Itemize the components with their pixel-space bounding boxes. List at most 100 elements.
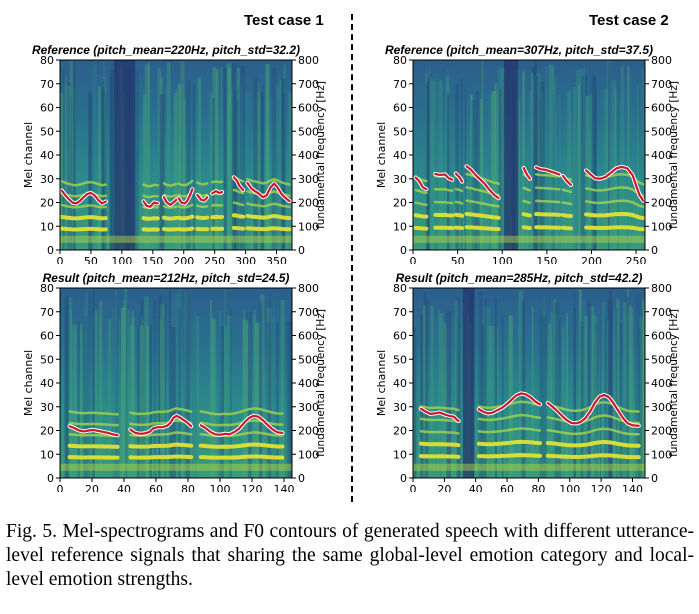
x-tick-label: 0 — [410, 483, 417, 492]
y-tick-label: 70 — [40, 306, 54, 319]
y2-tick-label: 600 — [298, 102, 319, 115]
y2-tick-label: 0 — [298, 244, 305, 257]
y-tick-label: 50 — [40, 125, 54, 138]
y-tick-label: 80 — [393, 282, 407, 295]
y-tick-label: 70 — [40, 78, 54, 91]
y2-axis-label: fundamental frequency [Hz] — [668, 81, 680, 229]
x-tick-label: 150 — [536, 255, 557, 264]
f0-contour — [211, 190, 224, 195]
y-tick-label: 80 — [40, 282, 54, 295]
y2-axis-label: fundamental frequency [Hz] — [315, 81, 327, 229]
y-tick-label: 60 — [393, 330, 407, 343]
y-tick-label: 10 — [40, 220, 54, 233]
y-tick-label: 0 — [400, 244, 407, 257]
y-tick-label: 40 — [40, 377, 54, 390]
y2-tick-label: 500 — [651, 125, 672, 138]
mel-spectrogram — [413, 288, 645, 478]
y-axis-label: Mel channel — [375, 350, 388, 416]
x-tick-label: 0 — [410, 255, 417, 264]
x-tick-label: 100 — [111, 255, 132, 264]
x-tick-label: 200 — [581, 255, 602, 264]
spectrogram-figure: Reference (pitch_mean=220Hz, pitch_std=3… — [22, 43, 327, 264]
x-tick-label: 50 — [451, 255, 465, 264]
x-tick-label: 20 — [437, 483, 451, 492]
y2-tick-label: 100 — [298, 220, 319, 233]
y2-tick-label: 700 — [298, 306, 319, 319]
panel-ref-case1: Reference (pitch_mean=220Hz, pitch_std=3… — [0, 42, 346, 264]
x-tick-label: 100 — [559, 483, 580, 492]
y-tick-label: 30 — [393, 401, 407, 414]
panel-title: Result (pitch_mean=212Hz, pitch_std=24.5… — [43, 271, 290, 285]
x-tick-label: 250 — [626, 255, 647, 264]
y-tick-label: 80 — [393, 54, 407, 67]
y2-tick-label: 700 — [651, 306, 672, 319]
y2-tick-label: 400 — [298, 149, 319, 162]
y-tick-label: 30 — [393, 173, 407, 186]
y-tick-label: 0 — [47, 244, 54, 257]
y2-tick-label: 100 — [651, 448, 672, 461]
f0-contour — [561, 174, 573, 187]
f0-contour — [454, 172, 464, 183]
y-tick-label: 10 — [393, 448, 407, 461]
y2-axis-label: fundamental frequency [Hz] — [668, 309, 680, 457]
y2-tick-label: 400 — [651, 149, 672, 162]
mel-spectrogram — [60, 60, 292, 250]
x-tick-label: 150 — [142, 255, 163, 264]
f0-contour — [196, 193, 209, 202]
f0-contour — [535, 166, 561, 176]
x-tick-label: 60 — [149, 483, 163, 492]
x-tick-label: 0 — [57, 255, 64, 264]
y2-tick-label: 600 — [298, 330, 319, 343]
y-tick-label: 40 — [40, 149, 54, 162]
y2-tick-label: 500 — [298, 125, 319, 138]
f0-contour — [546, 393, 640, 427]
y-tick-label: 70 — [393, 78, 407, 91]
y-tick-label: 50 — [393, 125, 407, 138]
f0-contour — [142, 200, 159, 208]
f0-contour — [199, 414, 284, 436]
y2-tick-label: 200 — [298, 425, 319, 438]
y2-tick-label: 300 — [651, 173, 672, 186]
y-tick-label: 20 — [40, 197, 54, 210]
spectrogram-figure: Reference (pitch_mean=307Hz, pitch_std=3… — [375, 43, 680, 264]
f0-contour — [246, 181, 291, 203]
f0-contour — [162, 196, 178, 206]
y2-tick-label: 200 — [651, 197, 672, 210]
y-tick-label: 30 — [40, 173, 54, 186]
x-tick-label: 0 — [57, 483, 64, 492]
y-tick-label: 30 — [40, 401, 54, 414]
y2-tick-label: 800 — [651, 54, 672, 67]
panel-ref-case2: Reference (pitch_mean=307Hz, pitch_std=3… — [353, 42, 699, 264]
y-axis-label: Mel channel — [375, 122, 388, 188]
y-tick-label: 80 — [40, 54, 54, 67]
x-tick-label: 100 — [210, 483, 231, 492]
y2-tick-label: 800 — [651, 282, 672, 295]
y2-tick-label: 100 — [298, 448, 319, 461]
y2-tick-label: 500 — [298, 353, 319, 366]
x-tick-label: 120 — [242, 483, 263, 492]
y-axis-label: Mel channel — [22, 122, 35, 188]
x-tick-label: 80 — [181, 483, 195, 492]
panel-result-case2: Result (pitch_mean=285Hz, pitch_std=42.2… — [353, 270, 699, 492]
f0-contour — [522, 166, 531, 180]
f0-contour — [477, 392, 542, 415]
y2-tick-label: 300 — [298, 173, 319, 186]
y-tick-label: 60 — [40, 330, 54, 343]
y2-tick-label: 300 — [298, 401, 319, 414]
y-tick-label: 50 — [40, 353, 54, 366]
y-tick-label: 20 — [40, 425, 54, 438]
x-tick-label: 200 — [173, 255, 194, 264]
y2-tick-label: 500 — [651, 353, 672, 366]
column-divider — [351, 14, 353, 502]
f0-contour — [60, 189, 107, 205]
y-tick-label: 70 — [393, 306, 407, 319]
y-tick-label: 10 — [393, 220, 407, 233]
column-title-test-case-2: Test case 2 — [589, 12, 669, 29]
y-axis-label: Mel channel — [22, 350, 35, 416]
f0-contour — [434, 172, 454, 181]
y2-tick-label: 600 — [651, 102, 672, 115]
f0-contour — [465, 165, 500, 200]
mel-spectrogram — [413, 60, 645, 250]
x-tick-label: 40 — [469, 483, 483, 492]
panel-title: Reference (pitch_mean=307Hz, pitch_std=3… — [385, 43, 653, 57]
